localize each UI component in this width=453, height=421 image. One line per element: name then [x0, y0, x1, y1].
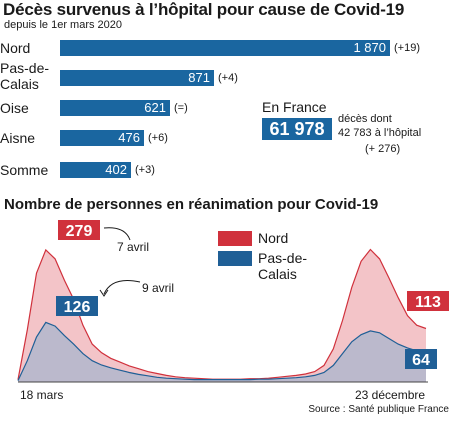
callout-64-value: 64 [412, 352, 430, 369]
bar-category-label: Oise [0, 100, 29, 116]
france-label: En France [262, 99, 327, 115]
callout-279-value: 279 [66, 223, 93, 240]
bar-category-label: Somme [0, 162, 49, 178]
callout-113-value: 113 [415, 294, 441, 311]
bar-delta-label: (+4) [218, 72, 238, 84]
bar: 476 [60, 130, 144, 146]
bar-category-label-line2: Calais [0, 76, 39, 92]
legend-swatch-pdc [218, 251, 252, 266]
bar-value-label: 871 [188, 70, 210, 85]
callout-126-box [56, 296, 98, 316]
icu-area-chart: 18 mars 23 décembre Nord Pas-de- Calais … [17, 220, 449, 402]
bar-delta-label: (=) [174, 102, 188, 114]
bar: 1 870 [60, 40, 390, 56]
bar-value-label: 621 [144, 100, 166, 115]
bar: 402 [60, 162, 131, 178]
callout-126-arrow [103, 280, 141, 295]
bar: 621 [60, 100, 170, 116]
bar: 871 [60, 70, 214, 86]
france-delta: (+ 276) [365, 143, 401, 155]
callout-279-box [58, 220, 100, 240]
bar-category-label: Pas-de- Calais [0, 60, 49, 94]
legend-label-pdc-line2: Calais [258, 266, 297, 282]
france-text: décès dont 42 783 à l’hôpital [338, 112, 421, 140]
bar-category-label: Aisne [0, 130, 36, 146]
callout-126-value: 126 [64, 299, 91, 316]
source-note: Source : Santé publique France [308, 404, 449, 415]
icu-chart-title: Nombre de personnes en réanimation pour … [4, 196, 379, 213]
main-title: Décès survenus à l’hôpital pour cause de… [3, 0, 405, 19]
callout-126-date: 9 avril [142, 281, 174, 295]
callout-279-date: 7 avril [117, 240, 149, 254]
callout-113-box [407, 291, 449, 311]
bar-category-label-line1: Pas-de- [0, 60, 50, 76]
legend-swatch-nord [218, 231, 252, 246]
france-text-line2: 42 783 à l’hôpital [338, 127, 422, 139]
bar-delta-label: (+6) [148, 132, 168, 144]
bar-value-label: 402 [105, 162, 127, 177]
bar-delta-label: (+19) [394, 42, 420, 54]
callout-126-arrowhead [99, 289, 109, 297]
bar-value-label: 476 [118, 130, 140, 145]
line-pas-de-calais [17, 321, 427, 381]
legend-label-nord: Nord [258, 230, 288, 246]
legend-label-pdc-line1: Pas-de- [258, 250, 307, 266]
callout-64-box [405, 349, 437, 369]
bar-delta-label: (+3) [135, 164, 155, 176]
callout-279-arrow [103, 227, 131, 241]
bar-category-label: Nord [0, 40, 31, 56]
x-start-label: 18 mars [20, 388, 63, 402]
x-end-label: 23 décembre [355, 388, 425, 402]
area-pas-de-calais [18, 322, 426, 382]
main-subtitle: depuis le 1er mars 2020 [4, 19, 123, 31]
france-text-line1: décès dont [338, 113, 392, 125]
france-total: 61 978 [262, 118, 332, 140]
bar-value-label: 1 870 [353, 40, 386, 55]
